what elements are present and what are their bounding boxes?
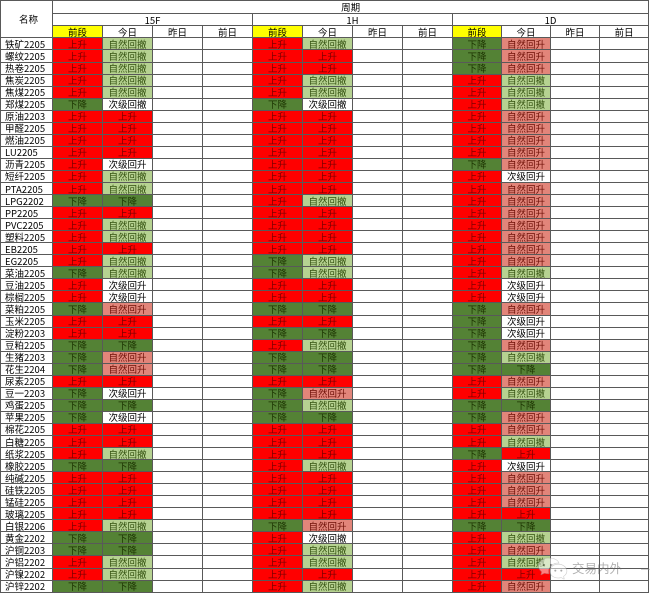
svg-text:—: —	[641, 562, 650, 576]
svg-text:交易内外: 交易内外	[572, 561, 623, 576]
